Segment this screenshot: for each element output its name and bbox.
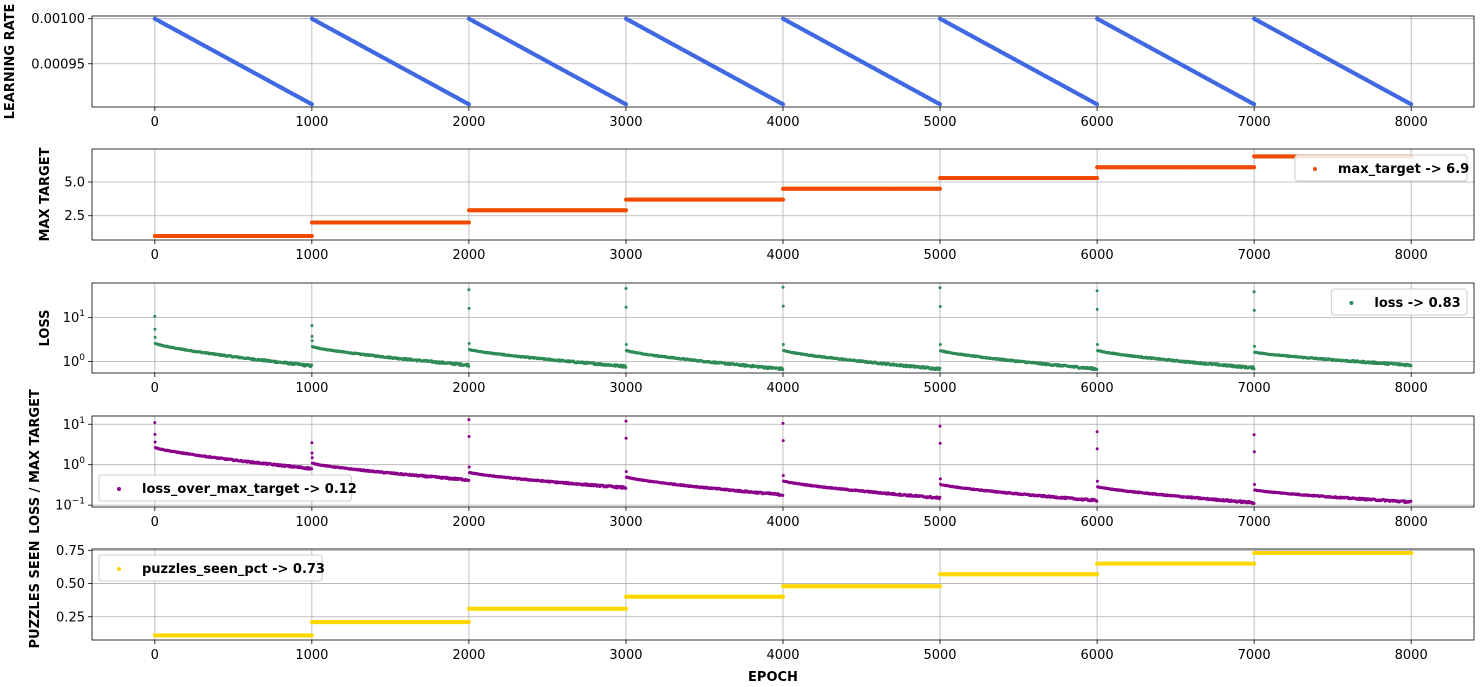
data-point — [624, 365, 628, 369]
data-point — [624, 102, 628, 107]
data-point — [1252, 165, 1257, 170]
data-point — [1095, 307, 1099, 311]
data-point — [467, 342, 471, 345]
data-point — [1095, 368, 1099, 371]
x-tick-label: 1000 — [295, 248, 328, 263]
data-point — [781, 285, 785, 289]
data-point — [938, 343, 942, 346]
series-max-target — [152, 154, 1414, 238]
x-tick-label: 4000 — [766, 115, 799, 130]
data-point — [624, 208, 628, 213]
data-point — [309, 102, 314, 107]
data-point — [467, 288, 471, 292]
x-tick-label: 8000 — [1395, 248, 1428, 263]
x-tick-label: 8000 — [1395, 115, 1428, 130]
data-point — [467, 364, 471, 368]
series-learning-rate — [152, 16, 1414, 107]
panel-learning-rate: 0 1000 2000 3000 4000 5000 6000 7000 8000 0.00095… — [3, 4, 1475, 130]
x-tick-label: 1000 — [295, 115, 328, 130]
y-axis-label: LEARNING RATE — [3, 4, 18, 120]
y-axis-label: MAX TARGET — [38, 147, 53, 241]
data-point — [1095, 102, 1100, 107]
x-tick-label: 6000 — [1081, 248, 1114, 263]
data-point — [1095, 176, 1100, 180]
data-point — [310, 324, 314, 328]
x-tick-label: 0 — [151, 248, 159, 263]
data-point — [310, 363, 314, 367]
legend: max_target -> 6.9 — [1294, 154, 1469, 182]
data-point — [1095, 343, 1099, 346]
panel-max-target: 0 1000 2000 3000 4000 5000 6000 7000 8000 2.5 5.0 M… — [38, 147, 1475, 263]
data-point — [938, 305, 942, 308]
data-point — [624, 305, 628, 309]
data-point — [467, 306, 471, 310]
data-point — [466, 220, 471, 225]
x-tick-label: 5000 — [923, 115, 956, 130]
x-tick-label: 6000 — [1081, 115, 1114, 130]
data-point — [1095, 289, 1099, 293]
data-point — [624, 287, 628, 290]
x-tick-label: 7000 — [1238, 248, 1271, 263]
data-point — [781, 304, 785, 308]
chart-panels: 0 1000 2000 3000 4000 5000 6000 7000 8000 0.00095… — [3, 4, 1475, 685]
y-tick-label: 0.00095 — [31, 57, 85, 72]
data-point — [153, 327, 157, 331]
data-point — [624, 343, 628, 346]
data-point — [1409, 102, 1414, 107]
legend-label: max_target -> 6.9 — [1338, 162, 1469, 177]
y-tick-label: 5.0 — [64, 176, 85, 191]
data-point — [938, 102, 942, 107]
x-tick-label: 0 — [151, 115, 159, 130]
y-tick-label: 2.5 — [64, 209, 85, 224]
legend-marker — [1312, 167, 1317, 171]
x-tick-label: 5000 — [923, 248, 956, 263]
y-tick-label: 0.00100 — [31, 12, 85, 27]
data-point — [153, 314, 157, 318]
data-point — [466, 102, 471, 107]
data-point — [938, 286, 942, 290]
data-point — [1252, 102, 1257, 107]
x-tick-label: 3000 — [609, 115, 642, 130]
data-point — [938, 366, 942, 370]
data-point — [781, 343, 785, 346]
x-tick-label: 3000 — [609, 248, 642, 263]
data-point — [781, 102, 785, 107]
data-point — [310, 339, 314, 343]
x-tick-label: 2000 — [452, 248, 485, 263]
data-point — [938, 186, 942, 191]
data-point — [153, 335, 157, 339]
data-point — [781, 368, 785, 372]
data-point — [310, 334, 314, 338]
x-tick-label: 7000 — [1238, 115, 1271, 130]
data-point — [309, 234, 314, 238]
x-tick-label: 2000 — [452, 115, 485, 130]
x-tick-label: 4000 — [766, 248, 799, 263]
data-point — [781, 197, 785, 202]
panel-loss: 0 1000 2000 3000 4000 5000 6000 7000 8000100101L… — [38, 282, 1475, 396]
